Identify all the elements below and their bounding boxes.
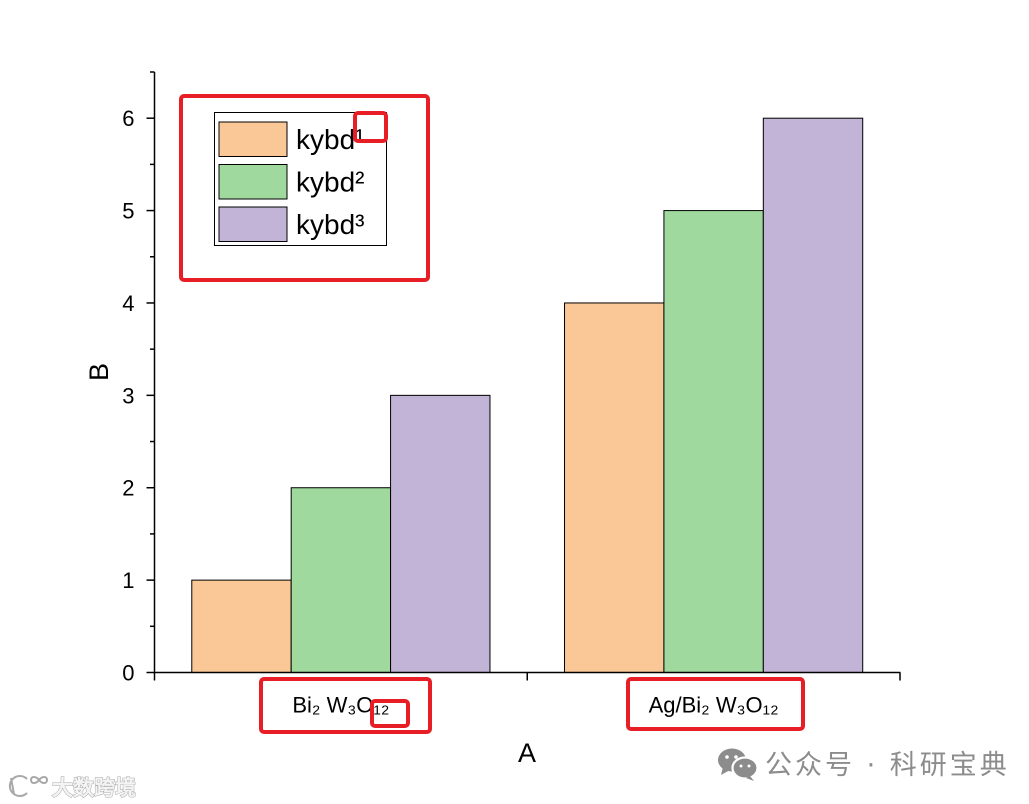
annotation-box-subscript (370, 699, 410, 728)
y-tick-label: 0 (122, 661, 134, 686)
annotation-box-legend (179, 94, 430, 282)
y-ticks-layer: 0 1 2 3 4 5 6 (122, 71, 155, 686)
x-axis-title: A (518, 738, 536, 768)
legend-swatch (218, 206, 288, 242)
annotation-box-legend-superscript (353, 111, 388, 143)
legend-label: kybd³ (296, 209, 364, 240)
y-tick-label: 6 (122, 106, 134, 131)
watermark-account-text: 公众号 · 科研宝典 (765, 750, 1010, 781)
x-ticks-layer: Bi₂ W₃O₁₂ Ag/Bi₂ W₃O₁₂ (153, 672, 901, 718)
bar-series-2-category-1 (290, 487, 392, 674)
legend-swatch (218, 164, 288, 200)
annotation-layer (179, 94, 805, 734)
annotation-box-category-2 (626, 677, 805, 731)
wechat-icon (718, 748, 759, 781)
y-tick-label: 3 (122, 383, 134, 408)
y-axis-title: B (84, 363, 114, 381)
bar-series-1-category-2 (564, 302, 665, 673)
brand-logo-icon (8, 775, 49, 797)
y-tick-label: 4 (122, 291, 134, 316)
watermark-brand-text: 大数跨境 (52, 776, 136, 800)
legend-swatch (218, 121, 288, 157)
bar-series-1-category-1 (191, 579, 292, 673)
bar-series-3-category-1 (390, 394, 491, 673)
legend-label: kybd² (296, 167, 364, 198)
bar-series-3-category-2 (762, 117, 864, 673)
annotation-box-category-1 (259, 677, 432, 734)
bars-layer (191, 117, 864, 674)
y-tick-label: 5 (122, 199, 134, 224)
y-tick-label: 1 (122, 568, 134, 593)
y-tick-label: 2 (122, 476, 134, 501)
x-category-label: Bi₂ W₃O₁₂ (292, 693, 389, 718)
bar-series-2-category-2 (663, 210, 764, 674)
x-category-label: Ag/Bi₂ W₃O₁₂ (649, 693, 779, 718)
